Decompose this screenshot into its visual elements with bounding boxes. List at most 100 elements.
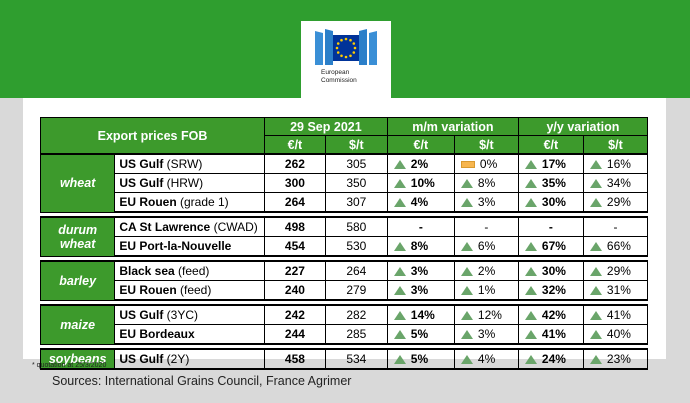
mm-variation-header: m/m variation [386,117,519,136]
up-triangle-icon [460,178,473,188]
export-prices-table: Export prices FOB 29 Sep 2021 m/m variat… [39,117,649,370]
variation-value: 5% [410,352,429,367]
spacer-cell [40,344,648,349]
up-triangle-icon [589,197,602,207]
variation-cell: 35% [517,173,584,193]
up-triangle-icon [460,241,473,251]
eur-price-cell: 498 [263,216,326,237]
up-triangle-icon [524,310,537,320]
table-row: EU Rouen (grade 1) 264 307 4% 3% 30% 29% [41,192,649,213]
variation-cell: 40% [582,324,649,345]
up-triangle-icon [589,178,602,188]
eur-price-cell: 227 [263,260,326,281]
variation-cell: 34% [582,173,649,193]
origin-spec: (2Y) [163,352,190,366]
origin-name: EU Bordeaux [119,327,195,341]
yy-usd-header: $/t [582,135,649,155]
variation-cell: 3% [386,260,455,281]
eur-price-cell: 240 [263,280,326,301]
origin-spec: (3YC) [163,308,198,322]
variation-value: 41% [606,308,631,323]
eur-price-cell: 262 [263,153,326,174]
usd-price-cell: 534 [324,348,388,370]
variation-cell: 4% [453,348,519,370]
eur-price-cell: 264 [263,192,326,213]
variation-value: - [418,220,423,235]
export-prices-panel: Export prices FOB 29 Sep 2021 m/m variat… [23,98,666,370]
variation-value: 42% [541,308,566,323]
origin-spec: (CWAD) [210,220,258,234]
variation-value: 1% [477,283,496,298]
origin-name: US Gulf [119,176,164,190]
origin-cell: US Gulf (SRW) [114,153,265,174]
variation-value: 66% [606,239,631,254]
variation-value: 24% [541,352,566,367]
origin-name: US Gulf [119,157,164,171]
table-body: wheat US Gulf (SRW) 262 305 2% 0% 17% 16% US Gul… [39,153,649,370]
variation-value: 3% [410,264,429,279]
category-label: soybeans [48,352,107,366]
usd-price-cell: 279 [324,280,388,301]
variation-cell: 14% [386,304,455,325]
up-triangle-icon [460,197,473,207]
up-triangle-icon [393,354,406,364]
category-cell: barley [39,260,116,301]
usd-price-cell: 530 [324,236,388,257]
up-triangle-icon [393,285,406,295]
category-cell: maize [39,304,116,345]
variation-value: - [613,220,618,235]
variation-value: 35% [541,176,566,191]
usd-price-cell: 307 [324,192,388,213]
category-label: maize [60,317,96,332]
up-triangle-icon [589,159,602,169]
up-triangle-icon [524,178,537,188]
table-row: barley Black sea (feed) 227 264 3% 2% 30% 29% [39,260,649,301]
origin-name: EU Rouen [119,283,177,297]
category-label-line2: wheat [59,236,96,251]
category-cell: soybeans [39,348,116,370]
variation-cell: 17% [517,153,584,174]
up-triangle-icon [589,285,602,295]
up-triangle-icon [524,329,537,339]
yy-eur-header: €/t [517,135,584,155]
variation-value: 30% [541,195,566,210]
variation-value: 2% [410,157,429,172]
variation-cell: 5% [386,324,455,345]
up-triangle-icon [393,310,406,320]
variation-cell: 16% [582,153,649,174]
variation-cell: 41% [517,324,584,345]
usd-header: $/t [324,135,388,155]
variation-cell: 0% [453,153,519,174]
up-triangle-icon [589,241,602,251]
variation-cell: 23% [582,348,649,370]
variation-value: - [484,220,489,235]
variation-cell: 24% [517,348,584,370]
variation-value: 41% [541,327,566,342]
group-spacer [40,256,648,261]
variation-cell: 3% [453,324,519,345]
up-triangle-icon [393,241,406,251]
origin-cell: EU Bordeaux [114,324,265,345]
origin-name: US Gulf [119,352,164,366]
mm-usd-header: $/t [453,135,519,155]
spacer-cell [40,300,648,305]
ec-building-icon [315,29,377,65]
yy-variation-header: y/y variation [517,117,649,136]
variation-cell: 42% [517,304,584,325]
variation-value: 4% [410,195,429,210]
variation-value: 2% [477,264,496,279]
origin-cell: CA St Lawrence (CWAD) [114,216,265,237]
origin-cell: US Gulf (2Y) [114,348,265,370]
variation-value: 29% [606,264,631,279]
table-title: Export prices FOB [40,117,265,155]
category-label: wheat [59,176,96,191]
variation-cell: 6% [453,236,519,257]
variation-value: 3% [477,195,496,210]
variation-cell: 8% [386,236,455,257]
variation-value: 67% [541,239,566,254]
usd-price-cell: 305 [324,153,388,174]
usd-price-cell: 264 [324,260,388,281]
up-triangle-icon [393,329,406,339]
up-triangle-icon [460,266,473,276]
variation-cell: 3% [453,192,519,213]
